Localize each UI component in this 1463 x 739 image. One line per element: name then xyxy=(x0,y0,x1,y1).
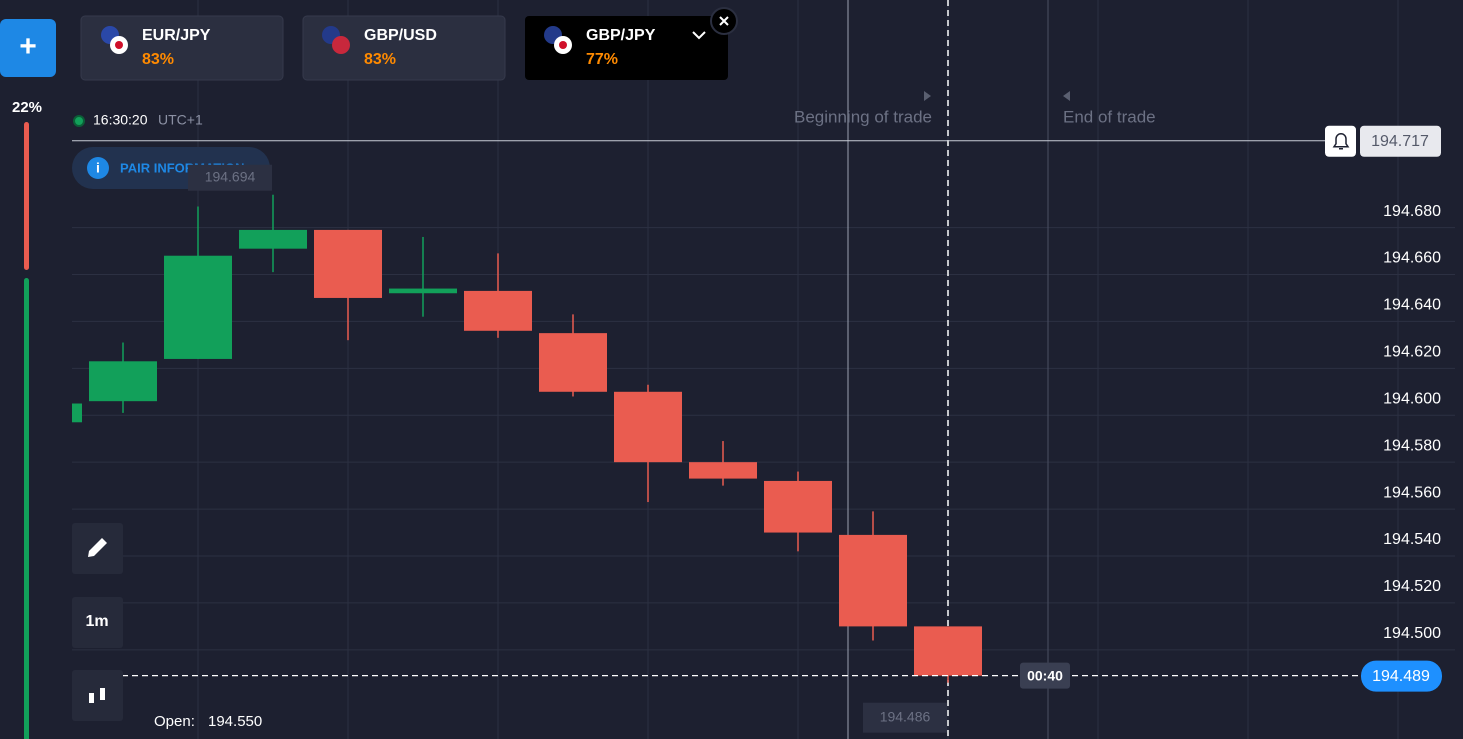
overlay: 194.680 194.660 194.640 194.620 194.600 194.5… xyxy=(72,125,1442,733)
chart-type-button[interactable] xyxy=(72,670,123,721)
status-dot xyxy=(73,115,85,127)
alert-button[interactable] xyxy=(1325,125,1356,157)
clock-time: 16:30:20 xyxy=(93,112,148,128)
min-label-box xyxy=(863,702,947,733)
pencil-icon xyxy=(88,538,107,557)
dropdown-icon[interactable] xyxy=(692,31,706,40)
candle-body xyxy=(314,229,382,298)
timeframe-button[interactable] xyxy=(72,597,123,648)
bell-icon xyxy=(1332,133,1350,150)
timer: 00:40 xyxy=(1027,667,1063,683)
y-tick-label: 194.500 xyxy=(1383,625,1441,642)
tab[interactable]: GBP/USD 83% xyxy=(302,15,506,81)
add-button[interactable] xyxy=(0,19,56,77)
y-tick-label: 194.560 xyxy=(1383,484,1441,501)
chart-type-icon xyxy=(89,693,94,703)
min-label: 194.486 xyxy=(880,708,931,724)
vertical-grid xyxy=(197,0,1399,739)
candle-body xyxy=(539,333,607,392)
info-icon xyxy=(87,157,109,179)
flag xyxy=(115,41,123,49)
trade-end-label: End of trade xyxy=(1063,107,1156,126)
flag xyxy=(559,41,567,49)
candle-body xyxy=(89,361,157,402)
candle-body xyxy=(914,626,982,676)
chart-type-icon xyxy=(100,688,105,700)
candles xyxy=(72,194,982,683)
candle-body xyxy=(164,255,232,359)
alert-price: 194.717 xyxy=(1371,133,1429,150)
timer-box xyxy=(1020,662,1070,689)
tab-pair: GBP/USD xyxy=(364,27,437,44)
tab-active[interactable]: GBP/JPY 77% xyxy=(525,7,738,80)
current-price: 194.489 xyxy=(1372,668,1430,685)
max-label: 194.694 xyxy=(205,168,256,184)
candle-body xyxy=(389,288,457,294)
y-tick-label: 194.680 xyxy=(1383,203,1441,220)
tab-pair: GBP/JPY xyxy=(586,27,656,44)
close-icon xyxy=(719,16,729,26)
grid xyxy=(72,227,1455,651)
sentiment-label: 22% xyxy=(12,99,42,116)
y-tick-label: 194.540 xyxy=(1383,531,1441,548)
candle-body xyxy=(464,290,532,331)
y-tick-label: 194.580 xyxy=(1383,437,1441,454)
tab-bg[interactable] xyxy=(302,15,506,81)
open-value: 194.550 xyxy=(208,713,262,730)
tab-bg[interactable] xyxy=(525,16,728,80)
candle-body xyxy=(72,403,82,423)
candle-body xyxy=(614,391,682,463)
add-button-icon: + xyxy=(19,30,37,63)
start-arrow xyxy=(924,91,931,101)
candle-body xyxy=(689,462,757,479)
current-price-box xyxy=(1361,660,1442,692)
max-label-box xyxy=(188,164,272,191)
y-tick-label: 194.520 xyxy=(1383,578,1441,595)
tab[interactable]: EUR/JPY 83% xyxy=(80,15,284,81)
candle-body xyxy=(239,229,307,249)
clock-zone: UTC+1 xyxy=(158,112,203,128)
y-tick-label: 194.660 xyxy=(1383,250,1441,267)
tab-pair: EUR/JPY xyxy=(142,27,211,44)
tab-payout: 83% xyxy=(142,51,174,68)
candle-body xyxy=(839,534,907,627)
candle-body xyxy=(764,480,832,533)
trade-start-label: Beginning of trade xyxy=(794,107,932,126)
end-arrow xyxy=(1063,91,1070,101)
y-tick-label: 194.600 xyxy=(1383,390,1441,407)
alert-price-box xyxy=(1360,125,1441,157)
info-icon-glyph: i xyxy=(96,160,100,176)
tab-payout: 83% xyxy=(364,51,396,68)
flag xyxy=(332,36,350,54)
y-tick-label: 194.620 xyxy=(1383,344,1441,361)
open-label: Open: xyxy=(154,713,195,730)
tab-payout: 77% xyxy=(586,51,618,68)
y-tick-label: 194.640 xyxy=(1383,297,1441,314)
tab-bg[interactable] xyxy=(80,15,284,81)
sentiment-up xyxy=(24,278,29,739)
sentiment-down xyxy=(24,122,29,270)
timeframe-label: 1m xyxy=(85,613,108,630)
